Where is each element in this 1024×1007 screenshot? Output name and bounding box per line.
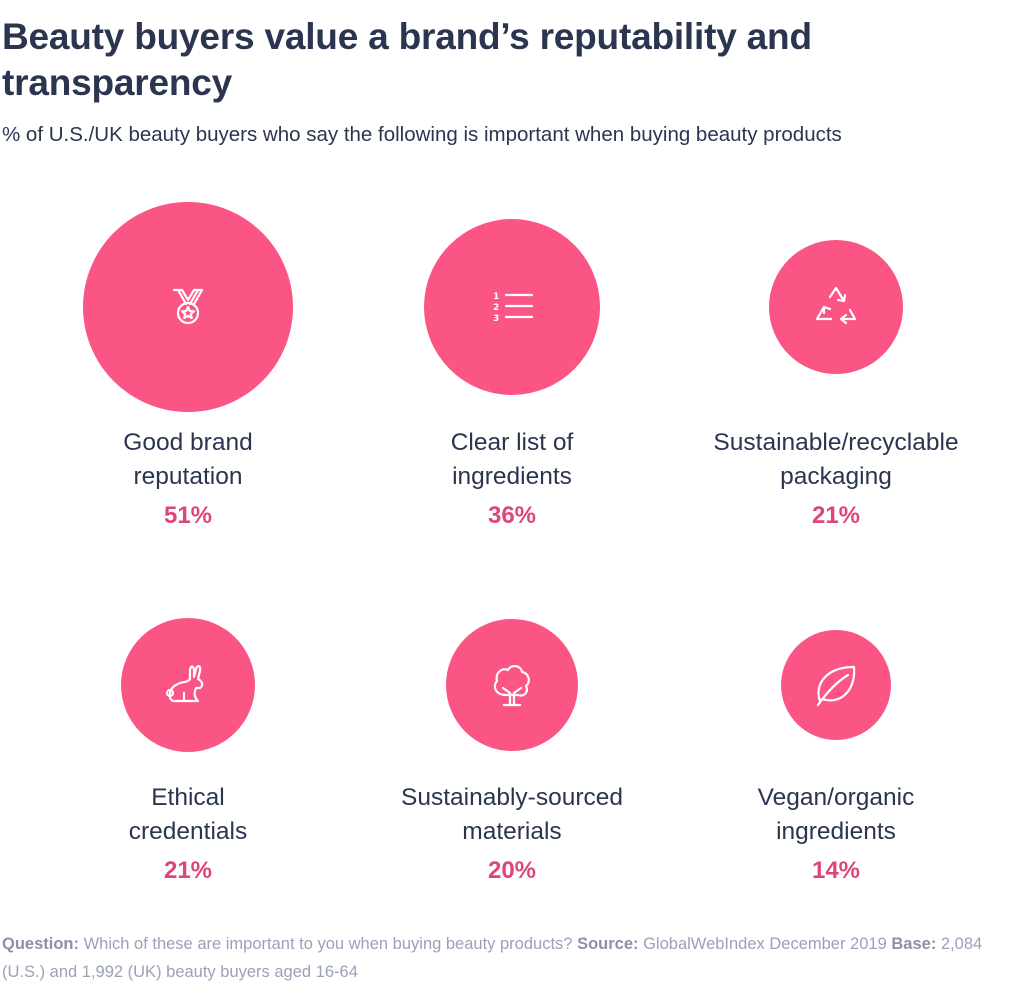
- bubble-value: 21%: [163, 857, 213, 884]
- bubble-label-line: ingredients: [452, 463, 572, 490]
- bubble-label-line: Sustainably-sourced: [401, 784, 623, 811]
- bubble-value: 51%: [163, 502, 213, 529]
- bubble-label-line: materials: [462, 818, 562, 845]
- bubble-label: Vegan/organic ingredients: [676, 781, 996, 849]
- base-text: 2,084 (U.S.) and 1,992 (UK) beauty buyer…: [2, 935, 983, 981]
- bubble-label-line: packaging: [780, 463, 892, 490]
- chart-title: Beauty buyers value a brand’s reputabili…: [2, 16, 812, 103]
- bubble-circle: [768, 239, 904, 375]
- recycle-icon: [815, 286, 857, 325]
- svg-text:1: 1: [493, 292, 499, 302]
- chart-subtitle: % of U.S./UK beauty buyers who say the f…: [2, 123, 842, 146]
- bubble-value: 36%: [487, 502, 537, 529]
- bubble-label-line: ingredients: [776, 818, 896, 845]
- bubble-label-line: Ethical: [151, 784, 225, 811]
- question-label: Question:: [2, 935, 79, 953]
- bubble-circle: [83, 202, 293, 412]
- bubble-label: Sustainable/recyclable packaging: [676, 426, 996, 494]
- svg-text:3: 3: [493, 314, 499, 324]
- leaf-icon: [816, 665, 856, 707]
- base-label: Base:: [891, 935, 937, 953]
- bubble-label-line: Good brand: [123, 429, 253, 456]
- bubble-value: 14%: [811, 857, 861, 884]
- bubble-label-line: Clear list of: [450, 429, 574, 456]
- chart-footer: Question: Which of these are important t…: [2, 930, 1002, 986]
- bubble-label-line: reputation: [133, 463, 243, 490]
- bubble-label: Sustainably-sourced materials: [352, 781, 672, 849]
- bubble-label: Ethical credentials: [28, 781, 348, 849]
- bubble-circle: [446, 619, 578, 751]
- source-label: Source:: [577, 935, 639, 953]
- bubble-circle: [120, 617, 256, 753]
- bubble-value: 20%: [487, 857, 537, 884]
- question-text: Which of these are important to you when…: [83, 935, 573, 953]
- medal-icon: [172, 288, 204, 325]
- svg-text:2: 2: [493, 303, 499, 313]
- bubble-circle: [780, 629, 891, 740]
- bubble-label-line: Sustainable/recyclable: [713, 429, 959, 456]
- bubble-label: Good brand reputation: [28, 426, 348, 494]
- numbered-list-icon: 123: [493, 292, 534, 324]
- bubble-label-line: Vegan/organic: [757, 784, 915, 811]
- bubble-label-line: credentials: [128, 818, 248, 845]
- bubble-label: Clear list of ingredients: [352, 426, 672, 494]
- source-text: GlobalWebIndex December 2019: [643, 935, 887, 953]
- rabbit-icon: [165, 665, 204, 703]
- bubble-value: 21%: [811, 502, 861, 529]
- tree-icon: [493, 665, 530, 707]
